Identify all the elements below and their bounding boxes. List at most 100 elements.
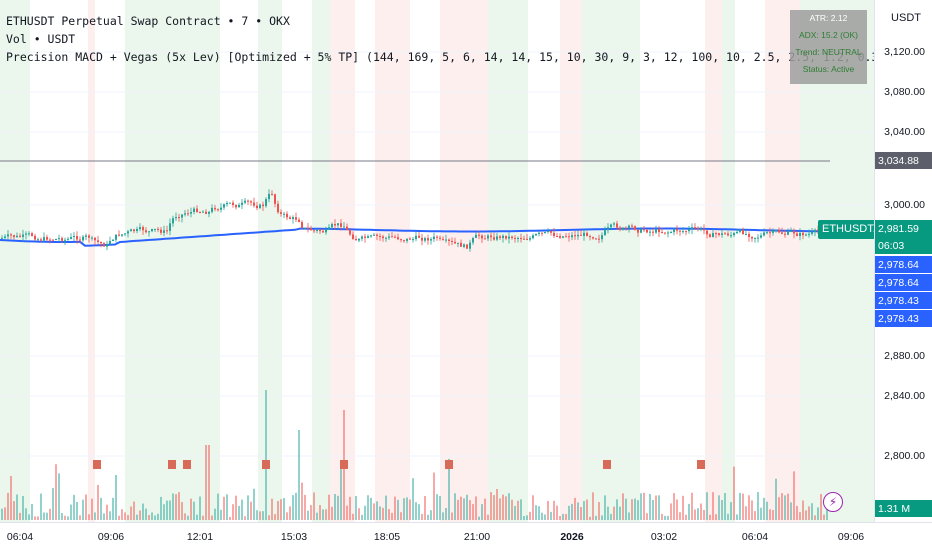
candle-body — [682, 231, 684, 233]
time-tick: 09:06 — [97, 531, 125, 543]
indicator-legend[interactable]: Precision MACD + Vegas (5x Lev) [Optimiz… — [6, 50, 874, 64]
volume-bar — [616, 499, 618, 520]
candle-body — [10, 234, 12, 236]
volume-bar — [805, 510, 807, 520]
candle-body — [685, 231, 687, 233]
chart-legend: ETHUSDT Perpetual Swap Contract • 7 • OK… — [6, 12, 874, 66]
symbol-title[interactable]: ETHUSDT Perpetual Swap Contract • 7 • OK… — [6, 14, 290, 28]
candle-body — [472, 238, 474, 243]
volume-bar — [823, 514, 825, 520]
signal-zone — [600, 0, 640, 522]
volume-bar — [124, 512, 126, 520]
chart-area[interactable]: ETHUSDT Perpetual Swap Contract • 7 • OK… — [0, 0, 874, 522]
volume-bar — [475, 496, 477, 520]
volume-bar — [592, 492, 594, 520]
volume-bar — [226, 494, 228, 520]
volume-bar — [217, 493, 219, 520]
volume-bar — [391, 512, 393, 520]
candle-body — [124, 233, 126, 235]
volume-bar — [439, 496, 441, 520]
volume-bar — [19, 512, 21, 520]
volume-bar — [787, 493, 789, 520]
price-axis[interactable]: USDT 3,120.00 3,080.00 3,040.00 3,000.00… — [874, 0, 932, 522]
price-chart[interactable] — [0, 0, 874, 522]
candle-body — [763, 232, 765, 236]
candle-body — [559, 236, 561, 238]
volume-bar — [553, 500, 555, 520]
candle-body — [331, 224, 333, 228]
volume-bar — [649, 494, 651, 520]
volume-bar — [277, 501, 279, 520]
candle-body — [739, 229, 741, 232]
signal-marker — [603, 460, 611, 469]
candle-body — [163, 230, 165, 233]
volume-bar — [415, 502, 417, 520]
volume-bar — [625, 498, 627, 520]
volume-bar — [214, 508, 216, 520]
candle-body — [37, 239, 39, 241]
candle-body — [547, 231, 549, 232]
candle-body — [574, 235, 576, 237]
candle-body — [481, 235, 483, 239]
volume-bar — [283, 498, 285, 520]
lightning-bolt-icon[interactable]: ⚡ — [823, 492, 843, 512]
volume-bar — [781, 493, 783, 520]
volume-bar — [784, 495, 786, 520]
candle-body — [736, 232, 738, 234]
currency-label[interactable]: USDT — [891, 12, 921, 24]
candle-body — [49, 239, 51, 241]
candle-body — [517, 238, 519, 239]
volume-bar — [547, 501, 549, 520]
candle-body — [250, 201, 252, 203]
volume-bar — [256, 510, 258, 520]
volume-bar — [730, 502, 732, 520]
candle-body — [19, 235, 21, 237]
candle-body — [655, 229, 657, 233]
volume-legend[interactable]: Vol • USDT — [6, 32, 76, 46]
candle-body — [226, 203, 228, 205]
candle-body — [415, 235, 417, 240]
volume-bar — [427, 514, 429, 520]
time-axis[interactable]: 06:04 09:06 12:01 15:03 18:05 21:00 2026… — [0, 522, 932, 551]
candle-body — [247, 200, 249, 202]
candle-body — [757, 237, 759, 239]
candle-body — [277, 203, 279, 213]
volume-bar — [298, 430, 300, 520]
volume-bar — [22, 496, 24, 520]
volume-bar — [433, 472, 435, 520]
candle-body — [532, 235, 534, 239]
candle-body — [553, 232, 555, 236]
volume-bar — [790, 502, 792, 520]
volume-bar — [658, 495, 660, 520]
volume-bar — [739, 492, 741, 520]
candle-body — [34, 235, 36, 240]
signal-marker — [340, 460, 348, 469]
candle-body — [745, 233, 747, 235]
candle-body — [676, 229, 678, 231]
volume-bar — [70, 504, 72, 520]
candle-body — [262, 204, 264, 207]
ema-label: 2,978.64 — [875, 274, 932, 291]
volume-bar — [352, 513, 354, 520]
volume-bar — [598, 502, 600, 520]
volume-bar — [421, 514, 423, 520]
volume-bar — [163, 504, 165, 520]
candle-body — [802, 232, 804, 236]
volume-bar — [571, 503, 573, 520]
candle-body — [607, 227, 609, 231]
volume-bar — [280, 499, 282, 520]
signal-zone — [330, 0, 355, 522]
volume-bar — [538, 506, 540, 520]
candle-body — [376, 234, 378, 236]
volume-bar — [499, 498, 501, 520]
volume-bar — [109, 511, 111, 520]
candle-body — [244, 200, 246, 203]
symbol-price-tag[interactable]: ETHUSDT.P — [818, 220, 874, 239]
candle-body — [688, 229, 690, 232]
volume-bar — [628, 512, 630, 520]
volume-bar — [94, 512, 96, 520]
candle-body — [172, 218, 174, 224]
volume-bar — [520, 499, 522, 520]
candle-body — [730, 235, 732, 237]
volume-bar — [508, 493, 510, 520]
